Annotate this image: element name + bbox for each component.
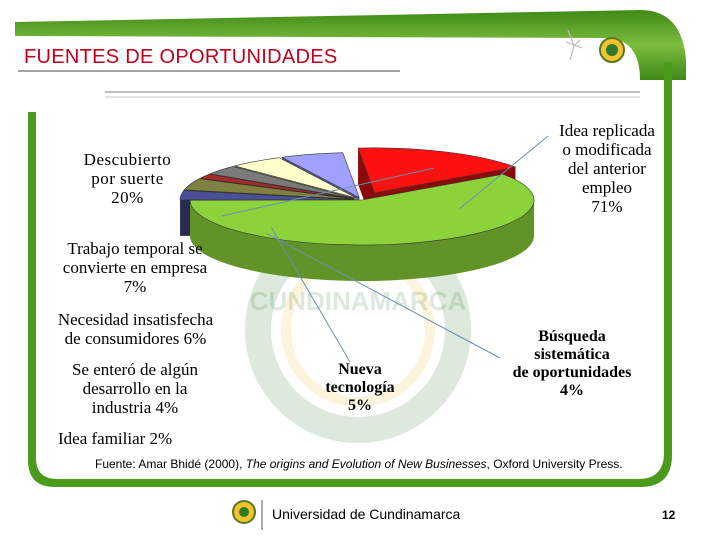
label-trabajo-temporal: Trabajo temporal se convierte en empresa… [62, 239, 208, 297]
label-necesidad: Necesidad insatisfecha de consumidores 6… [57, 310, 214, 349]
university-name: Universidad de Cundinamarca [272, 506, 461, 522]
page-number: 12 [662, 508, 676, 522]
source-title: The origins and Evolution of New Busines… [245, 457, 487, 471]
label-busqueda: Búsqueda sistemática de oportunidades 4% [512, 328, 632, 399]
sketch-figure-icon [565, 29, 583, 61]
footer-crest-icon [232, 500, 256, 524]
leader-lines [221, 135, 549, 363]
slide-title: FUENTES DE OPORTUNIDADES [24, 46, 338, 68]
pie-slice-busqueda [179, 190, 353, 201]
top-band [15, 10, 686, 80]
source-suffix: , Oxford University Press. [486, 457, 623, 471]
label-idea-familiar: Idea familiar 2% [58, 429, 173, 448]
pie-tops [179, 147, 535, 246]
pie-slice-trabajo-temporal [281, 152, 360, 199]
leader-line-idea-replicada [459, 135, 549, 210]
label-descubierto: Descubierto por suerte 20% [83, 150, 172, 208]
pie-slice-se-entero [209, 166, 355, 199]
pie-rim-idea-replicada [190, 200, 534, 282]
source-citation: Fuente: Amar Bhidé (2000), The origins a… [95, 457, 655, 472]
label-idea-replicada: Idea replicada o modificada del anterior… [559, 121, 655, 217]
pie-slice-nueva-tecnologia [183, 178, 353, 200]
leader-line-nueva-tecnologia [271, 227, 351, 363]
label-nueva-tecnologia: Nueva tecnología 5% [325, 361, 395, 414]
pie-slice-idea-familiar [199, 173, 354, 199]
university-crest-icon [599, 37, 625, 63]
pie-slice-necesidad [233, 157, 357, 199]
label-se-entero: Se enteró de algún desarrollo en la indu… [71, 360, 199, 418]
source-prefix: Fuente: Amar Bhidé (2000), [95, 457, 246, 471]
pie-slice-descubierto [357, 147, 517, 194]
pie-slice-idea-replicada [189, 173, 535, 246]
leader-line-descubierto [221, 167, 434, 217]
leader-line-busqueda [266, 233, 501, 359]
watermark-text: CUNDINAMARCA [250, 286, 467, 316]
